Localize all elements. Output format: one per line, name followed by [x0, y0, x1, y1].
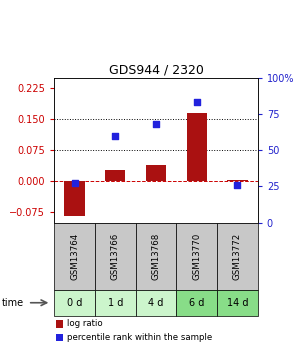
Bar — [105, 169, 125, 181]
Text: GSM13770: GSM13770 — [192, 233, 201, 280]
Point — [195, 99, 199, 105]
Text: 4 d: 4 d — [148, 298, 164, 308]
Bar — [227, 180, 248, 181]
Text: time: time — [1, 298, 24, 308]
Text: GSM13764: GSM13764 — [70, 233, 79, 280]
Text: 1 d: 1 d — [108, 298, 123, 308]
Text: GSM13772: GSM13772 — [233, 233, 242, 280]
Text: 0 d: 0 d — [67, 298, 82, 308]
Point — [154, 121, 159, 127]
Point — [235, 182, 240, 188]
Text: percentile rank within the sample: percentile rank within the sample — [67, 333, 212, 342]
Text: GSM13768: GSM13768 — [151, 233, 161, 280]
Text: 14 d: 14 d — [227, 298, 248, 308]
Point — [113, 133, 118, 138]
Bar — [146, 165, 166, 181]
Text: 6 d: 6 d — [189, 298, 205, 308]
Bar — [187, 113, 207, 181]
Text: log ratio: log ratio — [67, 319, 102, 328]
Bar — [64, 181, 85, 216]
Text: GSM13766: GSM13766 — [111, 233, 120, 280]
Title: GDS944 / 2320: GDS944 / 2320 — [109, 63, 203, 77]
Point — [72, 181, 77, 186]
